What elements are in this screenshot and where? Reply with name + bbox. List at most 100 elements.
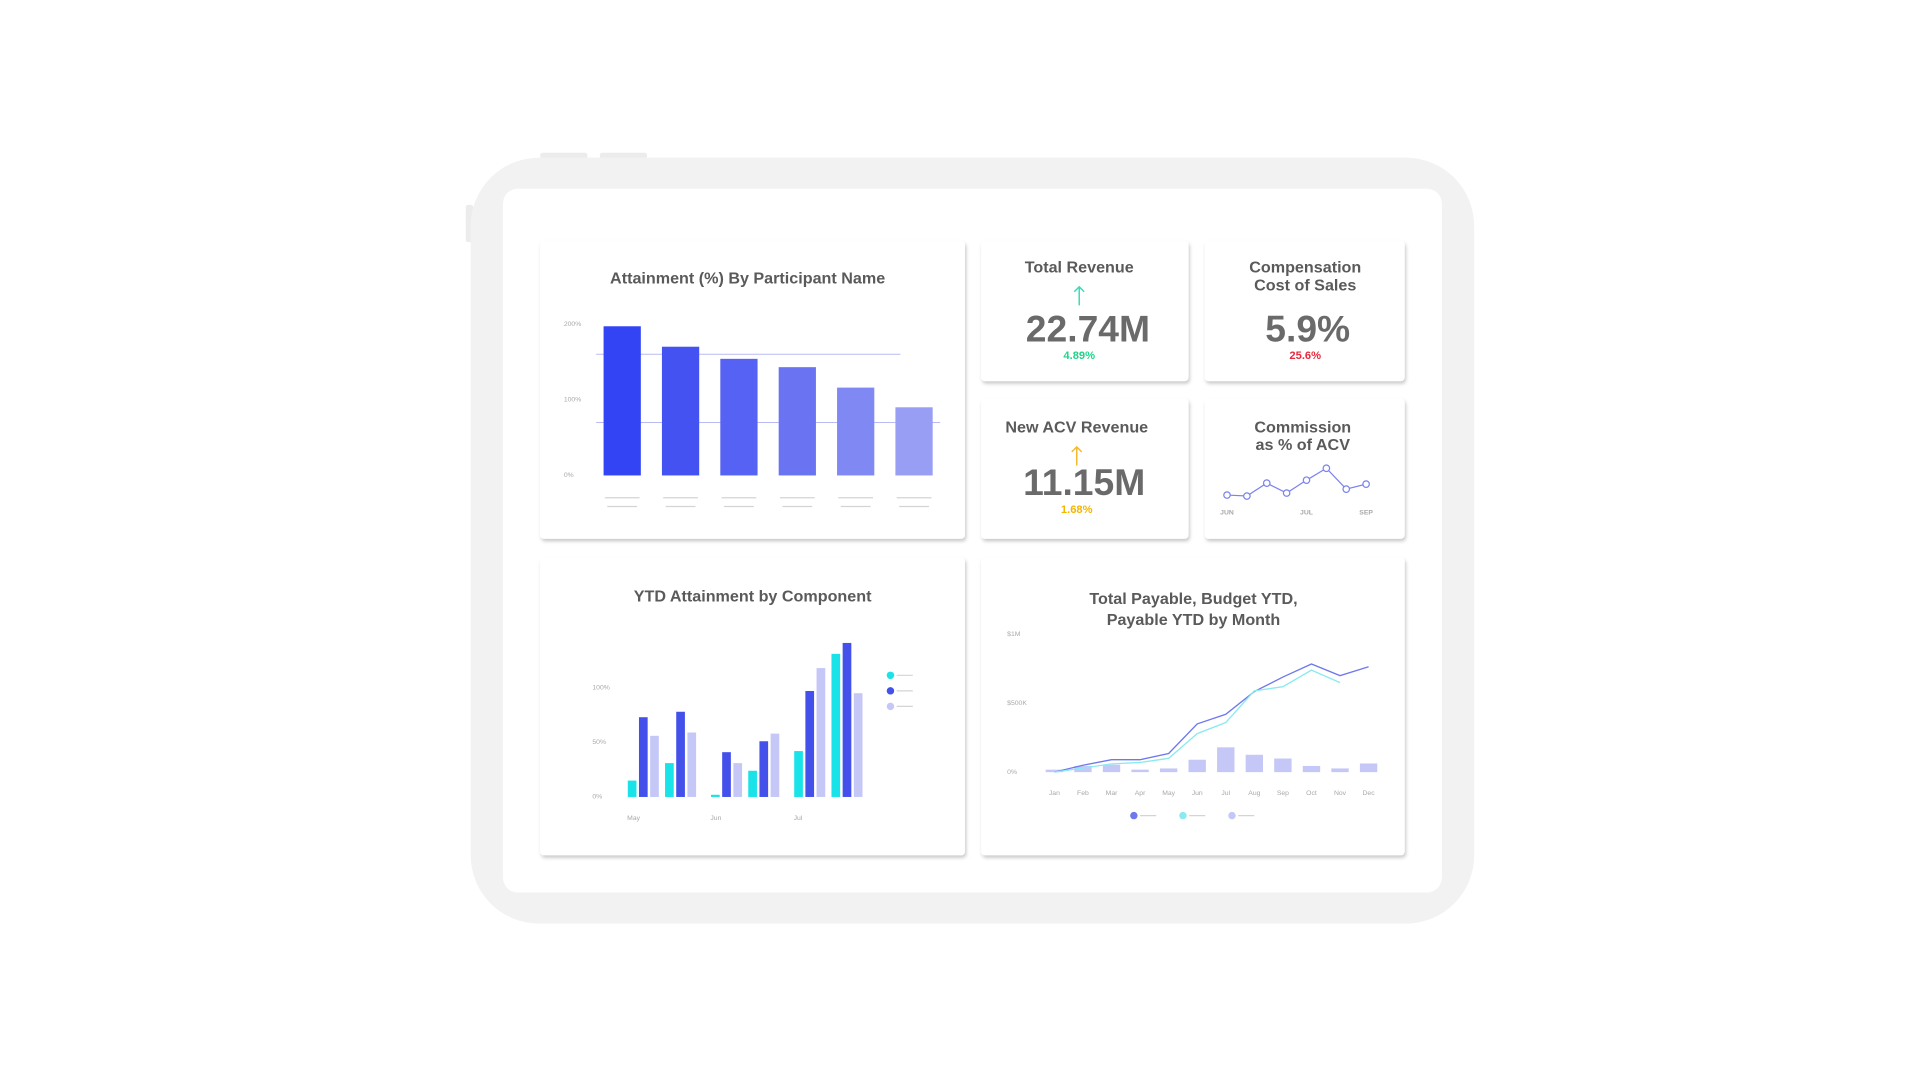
bar: [770, 733, 780, 797]
kpi-change: 1.68%: [1061, 504, 1093, 516]
point: [1223, 491, 1231, 499]
y-tick-label: 100%: [592, 685, 609, 692]
bar: [794, 751, 803, 797]
x-tick-label: JUL: [1300, 509, 1313, 516]
x-tick-label: Oct: [1306, 790, 1317, 797]
legend-marker: [1228, 811, 1236, 820]
tablet-button: [599, 152, 648, 159]
card-title: Total Revenue: [1025, 258, 1134, 276]
trend-arrow: [1073, 285, 1085, 306]
card-title: New ACV Revenue: [1005, 419, 1148, 437]
card: [1204, 240, 1405, 382]
x-tick-label: Jul: [794, 815, 803, 822]
bar: [665, 763, 674, 797]
legend-marker: [886, 702, 895, 711]
x-tick-label: May: [627, 815, 640, 822]
bar: [1102, 764, 1121, 773]
x-tick-label: May: [1162, 790, 1175, 797]
card-title: Attainment (%) By Participant Name: [610, 270, 885, 288]
bar: [722, 752, 731, 797]
bar: [778, 367, 816, 476]
point: [1282, 489, 1291, 497]
y-tick-label: 0%: [564, 472, 574, 479]
card-title: Compensation: [1249, 258, 1361, 276]
x-tick-label: JUN: [1220, 509, 1234, 516]
x-tick-label: Nov: [1334, 790, 1347, 797]
y-tick-label: 0%: [1007, 769, 1017, 776]
bar: [710, 794, 720, 797]
bar: [687, 732, 697, 797]
y-tick-label: 100%: [564, 397, 581, 404]
x-tick-label: Jul: [1221, 790, 1230, 797]
bar: [805, 691, 815, 797]
bar: [1188, 759, 1206, 773]
bar: [627, 780, 637, 797]
point: [1362, 480, 1370, 488]
bar: [748, 770, 757, 797]
trend-arrow: [1071, 445, 1083, 466]
bar: [759, 741, 769, 797]
y-tick-label: 200%: [564, 321, 581, 328]
card-title: Payable YTD by Month: [1107, 611, 1281, 629]
card-title: Commission: [1254, 419, 1351, 437]
bar: [1045, 769, 1064, 773]
y-tick-label: $500K: [1007, 700, 1027, 707]
card-title: Total Payable, Budget YTD,: [1089, 590, 1297, 608]
bar: [733, 763, 743, 797]
tablet-button: [540, 152, 588, 159]
bar: [650, 735, 659, 797]
bar: [1359, 763, 1378, 773]
kpi-value: 5.9%: [1265, 307, 1350, 349]
line: [1226, 467, 1367, 497]
card-title: as % of ACV: [1256, 436, 1351, 454]
x-tick-label: Dec: [1363, 790, 1376, 797]
bar: [638, 717, 648, 797]
point: [1262, 479, 1271, 487]
point: [1302, 476, 1311, 485]
x-tick-label: Aug: [1248, 790, 1260, 797]
kpi-change: 4.89%: [1063, 350, 1095, 362]
point: [1342, 485, 1351, 493]
kpi-change: 25.6%: [1289, 350, 1321, 362]
bar: [842, 642, 852, 797]
card: [981, 557, 1405, 856]
bar: [661, 346, 700, 476]
bar: [1074, 765, 1092, 773]
legend-marker: [886, 671, 895, 680]
point: [1243, 492, 1251, 500]
y-tick-label: 50%: [592, 739, 606, 746]
bar: [1159, 768, 1178, 773]
legend-marker: [1130, 811, 1138, 820]
y-tick-label: 0%: [592, 794, 602, 801]
card-title: Cost of Sales: [1254, 276, 1356, 294]
card: [1204, 398, 1405, 539]
bar: [1217, 747, 1235, 773]
bar: [816, 668, 826, 797]
bar: [1302, 765, 1321, 773]
card-title: YTD Attainment by Component: [634, 587, 872, 605]
x-tick-label: Feb: [1077, 790, 1089, 797]
card: [981, 240, 1189, 382]
bar: [1331, 768, 1349, 773]
x-tick-label: Sep: [1277, 790, 1289, 797]
legend-marker: [886, 687, 895, 695]
x-tick-label: Jan: [1049, 790, 1060, 797]
card: [981, 398, 1189, 539]
x-tick-label: Jun: [1192, 790, 1203, 797]
y-tick-label: $1M: [1007, 631, 1021, 638]
bar: [895, 407, 933, 476]
kpi-value: 22.74M: [1026, 307, 1150, 349]
line: [1054, 669, 1341, 773]
legend-marker: [1179, 811, 1187, 820]
bar: [720, 358, 758, 476]
kpi-value: 11.15M: [1023, 461, 1145, 503]
line: [1054, 663, 1369, 773]
x-tick-label: Mar: [1106, 790, 1118, 797]
bar: [1131, 769, 1149, 773]
bar: [853, 693, 863, 797]
bar: [831, 653, 841, 797]
bar: [676, 711, 685, 797]
point: [1322, 464, 1331, 473]
bar: [603, 326, 641, 476]
